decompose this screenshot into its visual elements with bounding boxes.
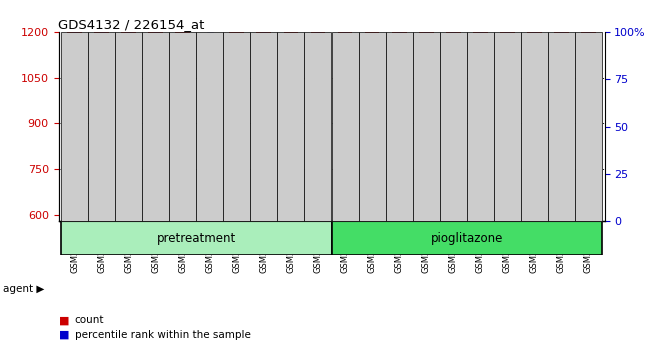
- Bar: [575, 32, 602, 221]
- Bar: [500, 0, 515, 221]
- Text: count: count: [75, 315, 104, 325]
- Bar: [467, 32, 494, 221]
- Point: [583, 33, 593, 39]
- Text: GDS4132 / 226154_at: GDS4132 / 226154_at: [58, 18, 205, 31]
- Point: [502, 33, 512, 39]
- Point: [286, 35, 296, 40]
- Point: [475, 33, 486, 39]
- Bar: [385, 32, 413, 221]
- Bar: [169, 32, 196, 221]
- Bar: [148, 0, 163, 221]
- Text: pioglitazone: pioglitazone: [430, 232, 503, 245]
- Point: [259, 33, 269, 39]
- Point: [394, 33, 404, 39]
- Bar: [311, 0, 326, 221]
- Text: percentile rank within the sample: percentile rank within the sample: [75, 330, 251, 339]
- Text: pretreatment: pretreatment: [157, 232, 236, 245]
- Bar: [392, 0, 406, 221]
- Point: [97, 33, 107, 39]
- Bar: [332, 221, 602, 255]
- Bar: [446, 0, 461, 221]
- Bar: [359, 32, 385, 221]
- Point: [151, 33, 161, 39]
- Point: [529, 33, 539, 39]
- Bar: [88, 32, 115, 221]
- Point: [177, 39, 188, 44]
- Point: [340, 33, 350, 39]
- Point: [421, 33, 432, 39]
- Bar: [554, 0, 569, 221]
- Bar: [250, 32, 278, 221]
- Bar: [494, 32, 521, 221]
- Bar: [304, 32, 332, 221]
- Bar: [202, 33, 217, 221]
- Bar: [581, 0, 595, 221]
- Bar: [61, 32, 88, 221]
- Text: agent ▶: agent ▶: [3, 284, 45, 293]
- Bar: [337, 0, 352, 221]
- Bar: [521, 32, 548, 221]
- Bar: [365, 0, 380, 221]
- Bar: [548, 32, 575, 221]
- Point: [367, 35, 377, 40]
- Bar: [439, 32, 467, 221]
- Bar: [142, 32, 169, 221]
- Bar: [257, 0, 271, 221]
- Bar: [196, 32, 224, 221]
- Point: [231, 35, 242, 40]
- Point: [556, 33, 566, 39]
- Bar: [419, 0, 434, 221]
- Bar: [61, 221, 332, 255]
- Text: ■: ■: [58, 315, 69, 325]
- Point: [448, 33, 458, 39]
- Point: [70, 33, 80, 39]
- Bar: [94, 24, 109, 221]
- Bar: [115, 32, 142, 221]
- Bar: [278, 32, 304, 221]
- Bar: [224, 32, 250, 221]
- Bar: [413, 32, 439, 221]
- Bar: [473, 0, 488, 221]
- Bar: [332, 32, 359, 221]
- Text: ■: ■: [58, 330, 69, 339]
- Bar: [176, 0, 190, 221]
- Point: [205, 33, 215, 39]
- Bar: [122, 0, 136, 221]
- Point: [313, 33, 323, 39]
- Bar: [283, 26, 298, 221]
- Bar: [229, 26, 244, 221]
- Bar: [68, 0, 82, 221]
- Point: [124, 33, 134, 39]
- Bar: [526, 0, 541, 221]
